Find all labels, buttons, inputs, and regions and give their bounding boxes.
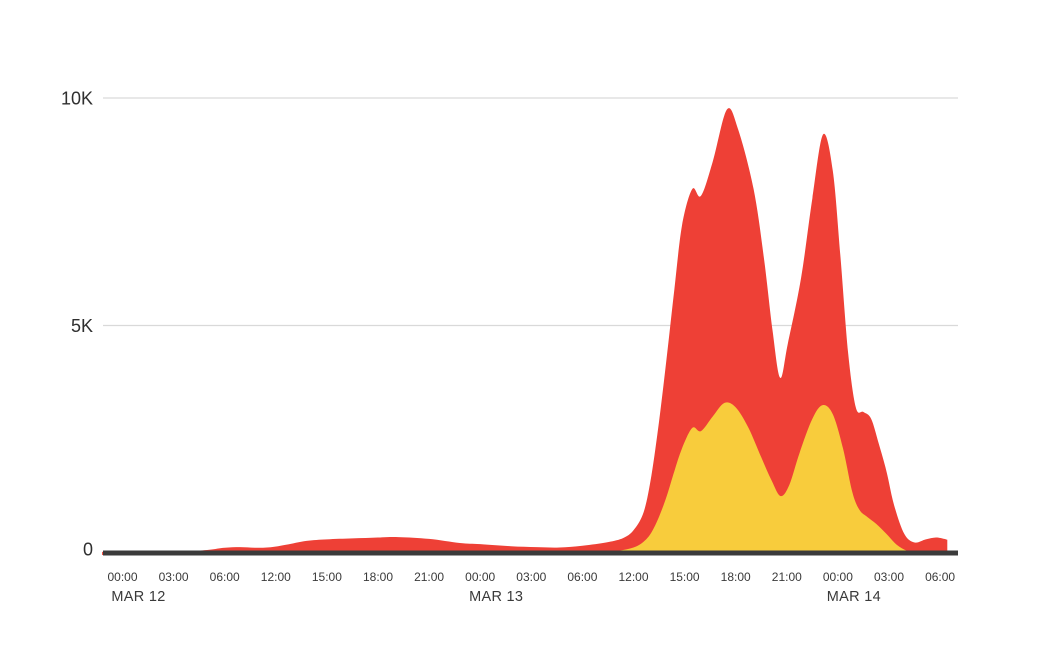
yellow-series-area[interactable] [577, 402, 918, 555]
y-tick-label: 10K [61, 89, 93, 109]
x-tick-label: 06:00 [210, 570, 240, 584]
x-tick-label: 21:00 [772, 570, 802, 584]
x-tick-label: 00:00 [823, 570, 853, 584]
day-label: MAR 12 [111, 589, 165, 605]
x-tick-label: 15:00 [312, 570, 342, 584]
x-tick-label: 03:00 [874, 570, 904, 584]
x-tick-label: 06:00 [925, 570, 955, 584]
day-label: MAR 14 [827, 589, 881, 605]
x-tick-label: 03:00 [516, 570, 546, 584]
x-tick-label: 00:00 [465, 570, 495, 584]
x-axis-line [103, 550, 958, 556]
x-tick-label: 15:00 [670, 570, 700, 584]
x-tick-label: 03:00 [159, 570, 189, 584]
x-tick-label: 12:00 [261, 570, 291, 584]
x-tick-label: 12:00 [618, 570, 648, 584]
x-tick-label: 18:00 [363, 570, 393, 584]
x-tick-label: 18:00 [721, 570, 751, 584]
x-tick-label: 06:00 [567, 570, 597, 584]
x-tick-label: 21:00 [414, 570, 444, 584]
y-tick-label: 5K [71, 316, 93, 336]
day-label: MAR 13 [469, 589, 523, 605]
x-tick-label: 00:00 [107, 570, 137, 584]
y-tick-label: 0 [83, 540, 93, 560]
